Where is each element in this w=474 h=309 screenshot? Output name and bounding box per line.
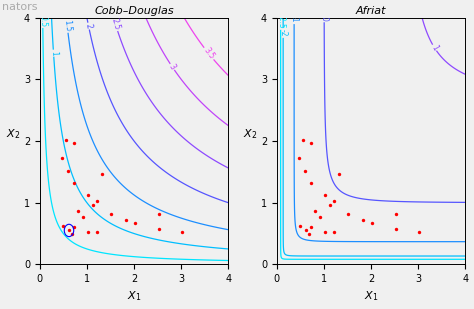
Point bbox=[68, 231, 76, 236]
Point bbox=[65, 228, 73, 233]
Text: -1: -1 bbox=[290, 15, 299, 23]
Point bbox=[392, 211, 400, 216]
Text: 0.5: 0.5 bbox=[38, 15, 47, 27]
Point bbox=[60, 224, 67, 229]
Point bbox=[415, 230, 423, 235]
Point bbox=[89, 202, 96, 207]
Point bbox=[316, 214, 324, 219]
Point bbox=[302, 228, 310, 233]
Point bbox=[307, 225, 315, 230]
Point bbox=[297, 224, 304, 229]
Y-axis label: $X_2$: $X_2$ bbox=[6, 127, 20, 141]
Point bbox=[122, 218, 129, 222]
Point bbox=[108, 211, 115, 216]
Point bbox=[305, 231, 313, 236]
Point bbox=[321, 230, 328, 235]
Point bbox=[359, 218, 366, 222]
Point bbox=[307, 180, 315, 185]
Point bbox=[93, 230, 101, 235]
Text: -2: -2 bbox=[279, 29, 288, 37]
Point bbox=[131, 221, 139, 226]
Point bbox=[330, 230, 338, 235]
Point bbox=[74, 208, 82, 213]
Point bbox=[59, 156, 66, 161]
Point bbox=[62, 137, 70, 142]
Point bbox=[368, 221, 376, 226]
Title: Cobb–Douglas: Cobb–Douglas bbox=[94, 6, 174, 15]
Text: 1: 1 bbox=[429, 44, 439, 52]
Point bbox=[330, 199, 338, 204]
Point bbox=[307, 140, 315, 145]
Point bbox=[84, 230, 91, 235]
Point bbox=[321, 193, 328, 198]
Title: Afriat: Afriat bbox=[356, 6, 386, 15]
X-axis label: $X_1$: $X_1$ bbox=[127, 290, 141, 303]
Text: nators: nators bbox=[2, 2, 38, 11]
Point bbox=[84, 193, 91, 198]
Point bbox=[335, 171, 343, 176]
Point bbox=[79, 214, 87, 219]
Point bbox=[311, 208, 319, 213]
Point bbox=[155, 227, 163, 232]
Point bbox=[392, 227, 400, 232]
Point bbox=[70, 140, 78, 145]
Text: 1.5: 1.5 bbox=[62, 19, 72, 32]
Point bbox=[345, 211, 352, 216]
Point bbox=[70, 180, 78, 185]
Text: 1: 1 bbox=[49, 50, 58, 56]
Text: -2.5: -2.5 bbox=[276, 14, 285, 28]
Point bbox=[93, 199, 101, 204]
Point bbox=[301, 168, 309, 173]
Text: 2: 2 bbox=[84, 23, 93, 29]
Text: 2.5: 2.5 bbox=[109, 17, 121, 31]
Point bbox=[178, 230, 186, 235]
Point bbox=[70, 225, 78, 230]
Point bbox=[299, 137, 307, 142]
Y-axis label: $X_2$: $X_2$ bbox=[243, 127, 257, 141]
Point bbox=[155, 211, 163, 216]
Text: 0: 0 bbox=[319, 16, 328, 21]
Text: 3.5: 3.5 bbox=[201, 46, 216, 61]
Point bbox=[64, 168, 72, 173]
X-axis label: $X_1$: $X_1$ bbox=[364, 290, 378, 303]
Text: 3: 3 bbox=[167, 62, 177, 71]
Point bbox=[296, 156, 303, 161]
Point bbox=[98, 171, 106, 176]
Point bbox=[326, 202, 333, 207]
